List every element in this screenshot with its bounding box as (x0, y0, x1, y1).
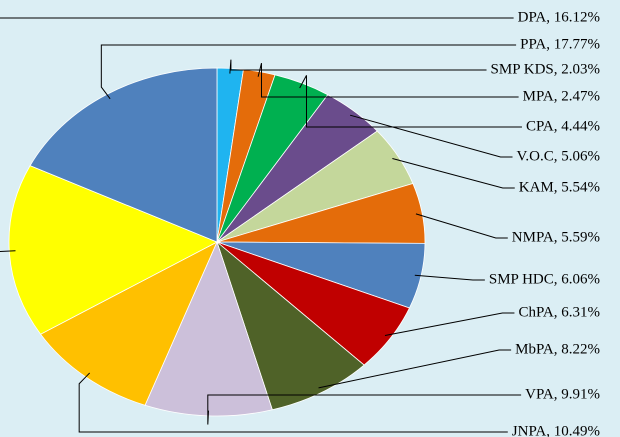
leader-line (384, 312, 515, 336)
data-label: NMPA, 5.59% (512, 229, 600, 245)
leader-line (415, 213, 508, 239)
data-label: KAM, 5.54% (519, 179, 600, 195)
data-label: V.O.C, 5.06% (517, 148, 600, 164)
leader-line (299, 75, 522, 128)
leader-line (257, 63, 519, 98)
leader-line (0, 17, 514, 252)
leader-line (207, 394, 522, 425)
leader-line (78, 372, 508, 433)
data-label: MbPA, 8.22% (515, 341, 600, 357)
leader-line (100, 44, 517, 100)
data-label: SMP KDS, 2.03% (491, 61, 600, 77)
data-label: SMP HDC, 6.06% (489, 271, 600, 287)
data-label: VPA, 9.91% (525, 386, 600, 402)
leader-line (392, 158, 515, 189)
leader-line (414, 274, 485, 281)
leader-line (349, 114, 513, 158)
data-label: CPA, 4.44% (526, 118, 600, 134)
data-label: MPA, 2.47% (523, 88, 600, 104)
pie-slice (216, 240, 365, 411)
leader-line (318, 349, 512, 389)
data-label: JNPA, 10.49% (512, 423, 600, 437)
leader-line (229, 59, 487, 74)
data-label: ChPA, 6.31% (518, 304, 600, 320)
data-label: PPA, 17.77% (520, 36, 600, 52)
data-label: DPA, 16.12% (518, 9, 600, 25)
